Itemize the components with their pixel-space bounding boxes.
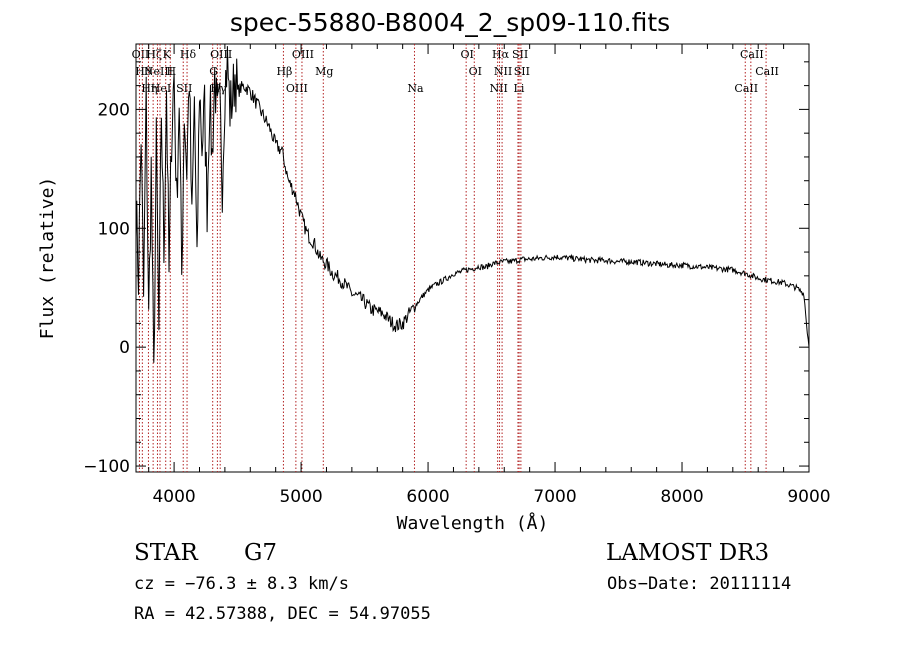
- coordinates: RA = 42.57388, DEC = 54.97055: [134, 604, 431, 624]
- line-label-23: Li: [514, 82, 525, 95]
- line-label-13: Hβ: [276, 65, 292, 78]
- line-label-6: K: [163, 48, 172, 61]
- line-label-12: OIII: [210, 48, 232, 61]
- plot-frame: [135, 43, 810, 473]
- line-label-17: Na: [407, 82, 424, 95]
- line-label-27: CaII: [740, 48, 764, 61]
- survey-name: LAMOST DR3: [606, 540, 770, 566]
- x-axis-label: Wavelength (Å): [397, 512, 549, 534]
- y-tick-label--100: −100: [83, 457, 130, 477]
- line-label-19: OI: [469, 65, 482, 78]
- y-axis-label: Flux (relative): [37, 177, 58, 340]
- line-label-28: CaII: [755, 65, 779, 78]
- chart-title: spec-55880-B8004_2_sp09-110.fits: [229, 8, 671, 37]
- line-label-14: OIII: [286, 82, 308, 95]
- x-tick-label-7000: 7000: [533, 487, 576, 507]
- line-label-8: SII: [176, 82, 192, 95]
- y-tick-label-0: 0: [119, 338, 130, 358]
- subclass: G7: [244, 540, 278, 566]
- line-label-2: Hη: [141, 82, 157, 95]
- line-label-0: OII: [132, 48, 150, 61]
- line-label-26: CaII: [734, 82, 758, 95]
- line-label-7: H: [166, 65, 176, 78]
- line-label-18: OI: [460, 48, 473, 61]
- redshift-text: cz = −76.3 ± 8.3 km/s: [134, 574, 349, 594]
- obs-date: Obs−Date: 20111114: [607, 574, 792, 594]
- x-tick-label-5000: 5000: [279, 487, 322, 507]
- line-label-25: SII: [514, 65, 530, 78]
- line-label-9: Hδ: [180, 48, 197, 61]
- y-tick-label-200: 200: [98, 100, 130, 120]
- line-label-1: Hθ: [135, 65, 152, 78]
- line-label-16: Mg: [315, 65, 333, 78]
- line-label-5: HeI: [151, 82, 171, 95]
- object-class: STAR: [134, 540, 198, 566]
- y-tick-label-100: 100: [98, 219, 130, 239]
- line-label-21: Hα: [492, 48, 510, 61]
- line-label-10: G: [209, 65, 218, 78]
- x-tick-label-4000: 4000: [152, 487, 195, 507]
- line-label-20: NII: [489, 82, 507, 95]
- x-tick-label-6000: 6000: [406, 487, 449, 507]
- line-label-4: NeIII: [144, 65, 173, 78]
- line-label-15: OIII: [292, 48, 314, 61]
- line-label-24: SII: [512, 48, 528, 61]
- spectrum-line: [135, 46, 810, 363]
- line-label-3: Hζ: [146, 48, 162, 61]
- x-tick-label-8000: 8000: [660, 487, 703, 507]
- line-label-22: NII: [494, 65, 512, 78]
- x-tick-label-9000: 9000: [787, 487, 830, 507]
